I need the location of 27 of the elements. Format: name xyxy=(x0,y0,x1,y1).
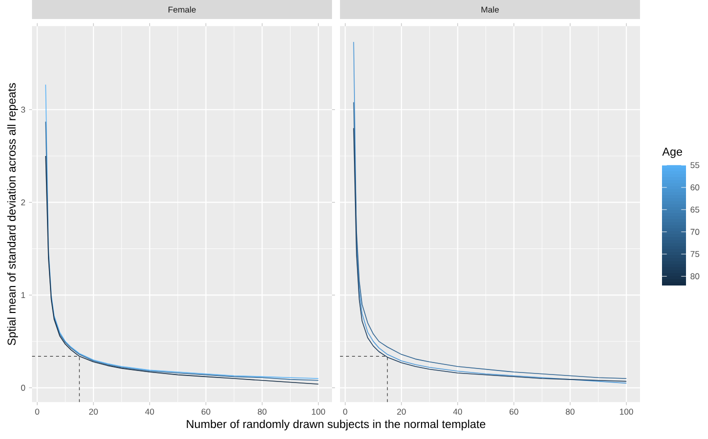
x-tick-label: 20 xyxy=(89,408,98,415)
x-tick-label: 0 xyxy=(343,408,348,415)
y-tick-label: 2 xyxy=(21,199,26,206)
y-tick-label: 1 xyxy=(21,292,26,298)
x-tick-label: 60 xyxy=(510,408,518,415)
y-tick-label: 3 xyxy=(21,106,26,113)
x-axis-title: Number of randomly drawn subjects in the normal template xyxy=(186,420,486,430)
chart-title: Female xyxy=(168,6,196,13)
x-tick-label: 80 xyxy=(566,408,575,415)
color-bar-label: 65 xyxy=(690,206,700,213)
color-bar-label: 70 xyxy=(690,228,700,235)
y-axis-title: Sptial mean of standard deviation across all repeats xyxy=(7,83,18,346)
x-tick-label: 60 xyxy=(202,408,210,415)
color-bar-label: 55 xyxy=(690,162,700,168)
x-tick-label: 0 xyxy=(35,408,40,415)
x-tick-label: 80 xyxy=(258,408,267,415)
x-tick-label: 20 xyxy=(397,408,406,415)
color-bar-label: 75 xyxy=(690,251,700,257)
color-bar-label: 60 xyxy=(690,184,700,190)
x-tick-label: 40 xyxy=(145,408,154,415)
x-tick-label: 40 xyxy=(453,408,462,415)
x-tick-label: 100 xyxy=(312,408,326,415)
y-tick-label: 0 xyxy=(21,384,26,391)
x-tick-label: 100 xyxy=(620,408,634,415)
color-bar-title: Age xyxy=(662,148,682,158)
chart-title: Male xyxy=(482,6,499,13)
color-bar-label: 80 xyxy=(690,273,700,280)
